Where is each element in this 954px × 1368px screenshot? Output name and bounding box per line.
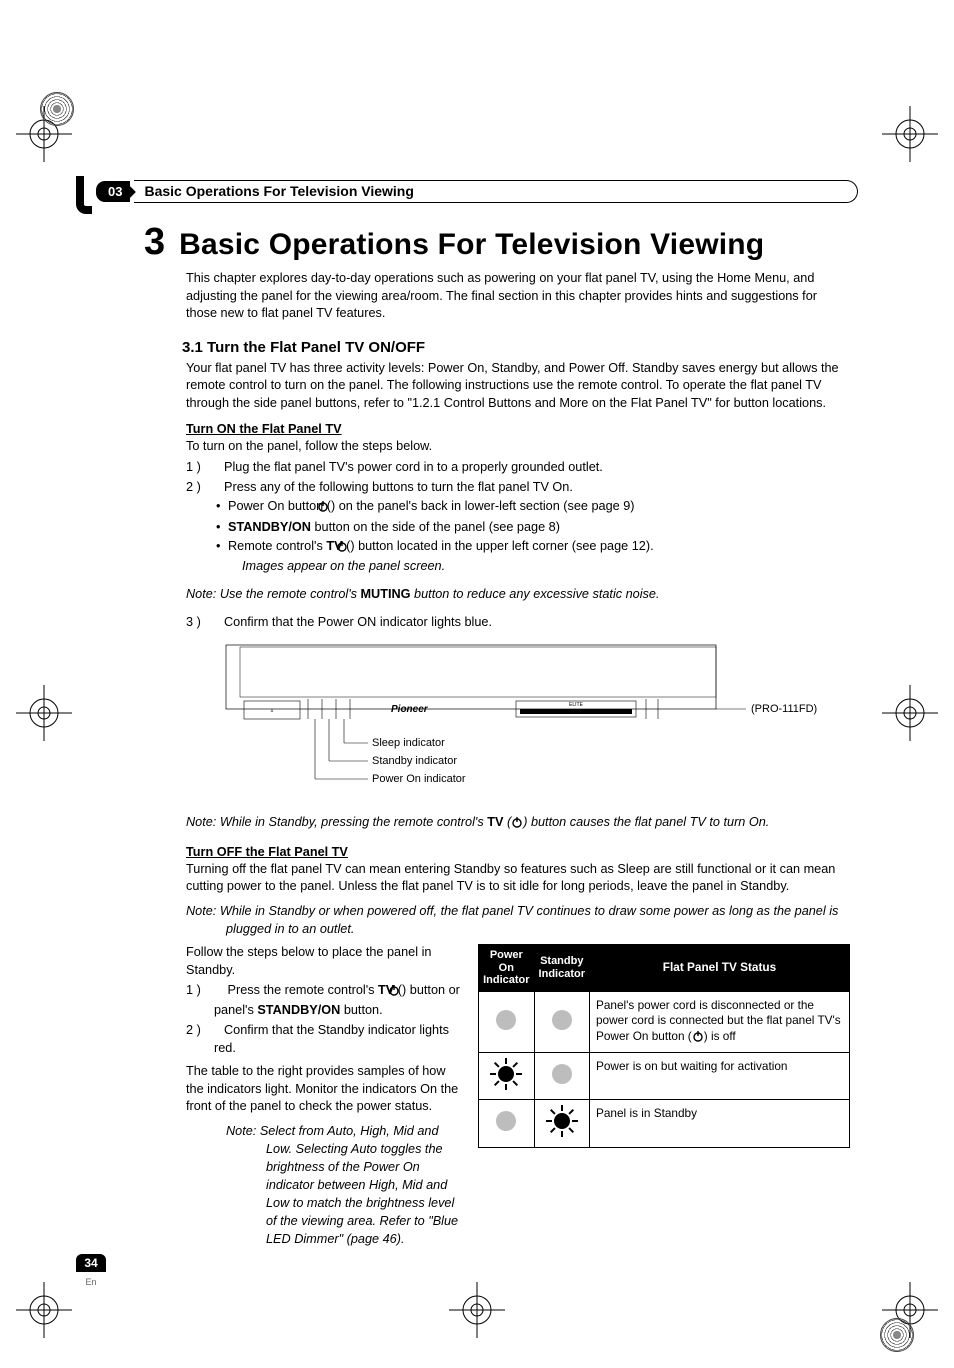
indicator-diagram: A Pioneer ELITE Sleep indicator (216, 639, 850, 809)
diagram-sleep-label: Sleep indicator (372, 737, 445, 749)
led-off-icon (496, 1111, 516, 1131)
section-3-1-intro: Your flat panel TV has three activity le… (186, 360, 850, 413)
page-header: 03 Basic Operations For Television Viewi… (96, 180, 858, 203)
page-lang: En (85, 1277, 96, 1287)
status-row-1-standby (534, 991, 589, 1052)
turn-on-step-2: 2 )Press any of the following buttons to… (200, 478, 850, 575)
page-number: 34 (76, 1254, 106, 1272)
diagram-elite: ELITE (569, 702, 584, 708)
turn-on-step-1: 1 )Plug the flat panel TV's power cord i… (200, 458, 850, 476)
turn-on-step-3: 3 )Confirm that the Power ON indicator l… (200, 613, 850, 631)
status-row-3: Panel is in Standby (479, 1100, 850, 1147)
status-row-1-text: Panel's power cord is disconnected or th… (590, 991, 850, 1052)
status-table: Power On Indicator Standby Indicator Fla… (478, 944, 850, 1148)
led-on-icon (491, 1059, 521, 1089)
turn-off-p1: Turning off the flat panel TV can mean e… (186, 861, 850, 896)
turn-on-bullet-3: Remote control's TV () button located in… (230, 537, 850, 575)
dimmer-note: Note: Select from Auto, High, Mid and Lo… (226, 1122, 464, 1248)
muting-note: Note: Use the remote control's MUTING bu… (186, 585, 850, 603)
page-content: 03 Basic Operations For Television Viewi… (0, 0, 954, 1368)
turn-on-bullet-2: STANDBY/ON button on the side of the pan… (230, 518, 850, 536)
diagram-standby-label: Standby indicator (372, 755, 457, 767)
turn-on-lead: To turn on the panel, follow the steps b… (186, 438, 850, 456)
status-th-status: Flat Panel TV Status (590, 944, 850, 991)
diagram-brand: Pioneer (391, 704, 429, 715)
status-row-2-standby (534, 1052, 589, 1099)
status-th-poweron: Power On Indicator (479, 944, 534, 991)
header-hook-decoration (76, 176, 92, 214)
power-icon (511, 815, 523, 833)
standby-note: Note: While in Standby, pressing the rem… (186, 813, 850, 833)
turn-off-steps: 1 ) Press the remote control's TV () but… (186, 981, 464, 1057)
led-off-icon (496, 1010, 516, 1030)
power-icon (692, 1030, 704, 1046)
led-off-icon (552, 1064, 572, 1084)
status-row-3-text: Panel is in Standby (590, 1100, 850, 1147)
chapter-intro: This chapter explores day-to-day operati… (186, 270, 850, 323)
status-row-1-poweron (479, 991, 534, 1052)
section-3-1-heading: 3.1 Turn the Flat Panel TV ON/OFF (182, 339, 858, 356)
turn-on-subheading: Turn ON the Flat Panel TV (186, 422, 850, 436)
chapter-number: 3 (144, 221, 165, 264)
chapter-pill-title: Basic Operations For Television Viewing (134, 180, 858, 203)
turn-off-step-1: 1 ) Press the remote control's TV () but… (200, 981, 464, 1019)
status-row-1: Panel's power cord is disconnected or th… (479, 991, 850, 1052)
turn-on-step-3-list: 3 )Confirm that the Power ON indicator l… (186, 613, 850, 631)
status-row-3-standby (534, 1100, 589, 1147)
turn-on-bullet-1: Power On button () on the panel's back i… (230, 497, 850, 517)
turn-on-bullets: Power On button () on the panel's back i… (230, 497, 850, 575)
status-row-2-poweron (479, 1052, 534, 1099)
turn-on-steps: 1 )Plug the flat panel TV's power cord i… (186, 458, 850, 575)
status-row-2-text: Power is on but waiting for activation (590, 1052, 850, 1099)
svg-text:A: A (271, 708, 274, 713)
turn-off-lead: Follow the steps below to place the pane… (186, 944, 464, 979)
diagram-model: (PRO-111FD) (751, 703, 817, 715)
status-row-2: Power is on but waiting for activation (479, 1052, 850, 1099)
chapter-heading: 3 Basic Operations For Television Viewin… (144, 221, 858, 264)
turn-off-step-2: 2 )Confirm that the Standby indicator li… (200, 1021, 464, 1057)
images-appear-note: Images appear on the panel screen. (242, 559, 445, 573)
turn-off-two-column: Follow the steps below to place the pane… (186, 944, 850, 1248)
turn-off-p2: The table to the right provides samples … (186, 1063, 464, 1116)
diagram-poweron-label: Power On indicator (372, 773, 466, 785)
chapter-title: Basic Operations For Television Viewing (179, 228, 764, 262)
status-th-standby: Standby Indicator (534, 944, 589, 991)
led-on-icon (547, 1106, 577, 1136)
status-row-3-poweron (479, 1100, 534, 1147)
draw-power-note: Note: While in Standby or when powered o… (186, 902, 850, 938)
turn-off-subheading: Turn OFF the Flat Panel TV (186, 845, 850, 859)
page-number-block: 34 En (76, 1254, 106, 1290)
led-off-icon (552, 1010, 572, 1030)
